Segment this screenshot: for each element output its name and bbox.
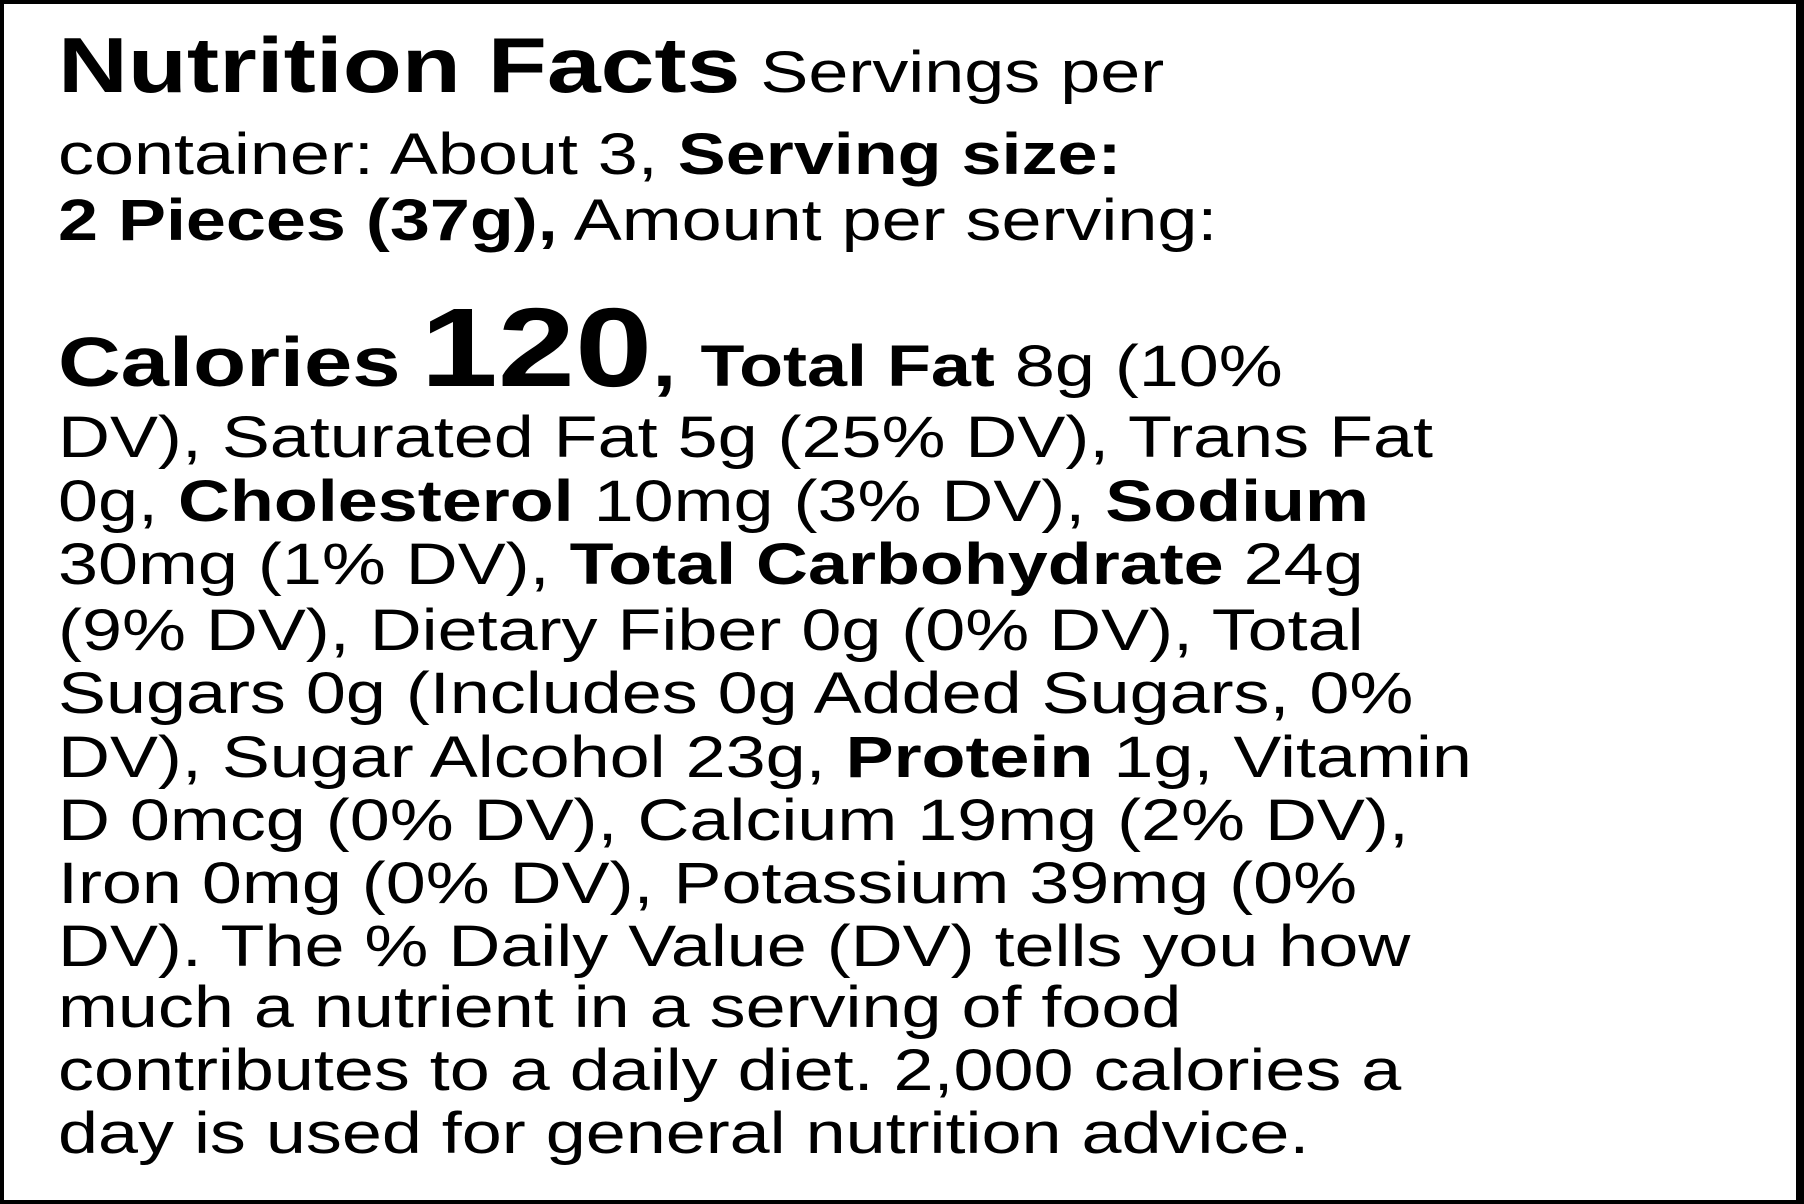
- sodium-label: Sodium: [1105, 469, 1369, 534]
- servings-per-container: container: About 3,: [58, 122, 658, 187]
- line-9: Sugars 0g (Includes 0g Added Sugars, 0%: [58, 661, 1414, 726]
- header-line-3: 2 Pieces (37g), Amount per serving:: [58, 192, 1217, 250]
- line-6: 0g, Cholesterol 10mg (3% DV), Sodium: [58, 473, 1369, 531]
- line-10: DV), Sugar Alcohol 23g, Protein 1g, Vita…: [58, 729, 1472, 787]
- calories-label: Calories: [58, 323, 401, 401]
- serving-size-label: Serving size:: [677, 122, 1122, 187]
- line-13: DV). The % Daily Value (DV) tells you ho…: [58, 914, 1411, 979]
- line-7: 30mg (1% DV), Total Carbohydrate 24g: [58, 536, 1364, 594]
- total-fat-value: 8g (10%: [1014, 334, 1283, 399]
- carbohydrate-label: Total Carbohydrate: [569, 532, 1224, 597]
- servings-label: Servings per: [760, 40, 1165, 105]
- sodium-value: 30mg (1% DV),: [58, 532, 550, 597]
- line-12: Iron 0mg (0% DV), Potassium 39mg (0%: [58, 851, 1358, 916]
- calories-value: 120: [420, 285, 653, 410]
- nutrition-facts-title: Nutrition Facts: [58, 21, 741, 109]
- amount-per-serving: Amount per serving:: [573, 188, 1218, 253]
- protein-label: Protein: [845, 725, 1094, 790]
- line-16: day is used for general nutrition advice…: [58, 1101, 1310, 1166]
- cholesterol-value: 10mg (3% DV),: [593, 469, 1086, 534]
- calories-line: Calories 120, Total Fat 8g (10%: [58, 285, 1283, 410]
- cholesterol-label: Cholesterol: [177, 469, 574, 534]
- sugar-alcohol-text: DV), Sugar Alcohol 23g,: [58, 725, 826, 790]
- protein-value: 1g, Vitamin: [1113, 725, 1472, 790]
- line-5: DV), Saturated Fat 5g (25% DV), Trans Fa…: [58, 405, 1434, 470]
- line-8: (9% DV), Dietary Fiber 0g (0% DV), Total: [58, 598, 1364, 663]
- trans-fat-value: 0g,: [58, 469, 158, 534]
- line-14: much a nutrient in a serving of food: [58, 975, 1182, 1040]
- header-line-1: Nutrition Facts Servings per: [58, 26, 1164, 104]
- line-15: contributes to a daily diet. 2,000 calor…: [58, 1038, 1402, 1103]
- header-line-2: container: About 3, Serving size:: [58, 126, 1121, 184]
- total-fat-label: Total Fat: [700, 334, 995, 399]
- carbohydrate-value: 24g: [1243, 532, 1364, 597]
- label-panel: Nutrition Facts Servings per container: …: [4, 4, 1796, 1200]
- line-11: D 0mcg (0% DV), Calcium 19mg (2% DV),: [58, 788, 1409, 853]
- serving-size-value: 2 Pieces (37g),: [58, 188, 558, 253]
